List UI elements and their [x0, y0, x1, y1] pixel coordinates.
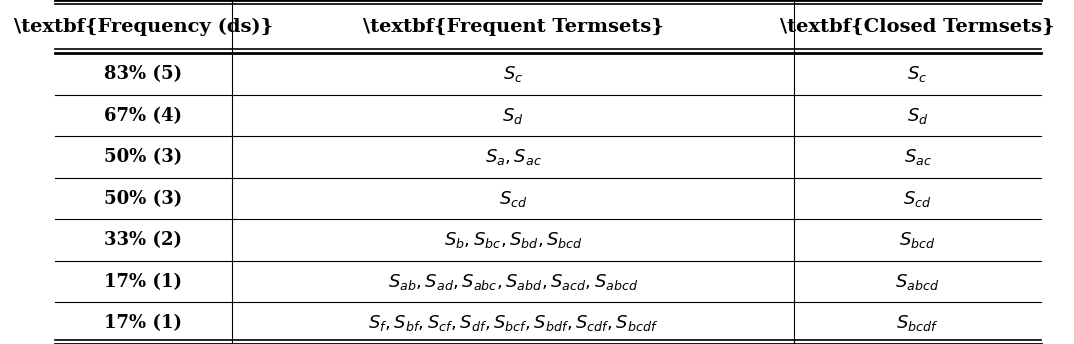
Text: $S_d$: $S_d$ — [906, 106, 928, 126]
Text: $S_{ac}$: $S_{ac}$ — [903, 147, 931, 167]
Text: 50% (3): 50% (3) — [104, 190, 183, 208]
Text: 33% (2): 33% (2) — [104, 231, 183, 249]
Text: $S_b, S_{bc}, S_{bd}, S_{bcd}$: $S_b, S_{bc}, S_{bd}, S_{bcd}$ — [444, 230, 582, 250]
Text: \textbf{Closed Termsets}: \textbf{Closed Termsets} — [780, 18, 1055, 36]
Text: 83% (5): 83% (5) — [104, 65, 183, 83]
Text: 17% (1): 17% (1) — [104, 273, 183, 291]
Text: $S_a, S_{ac}$: $S_a, S_{ac}$ — [484, 147, 541, 167]
Text: $S_f, S_{bf}, S_{cf}, S_{df}, S_{bcf}, S_{bdf}, S_{cdf}, S_{bcdf}$: $S_f, S_{bf}, S_{cf}, S_{df}, S_{bcf}, S… — [368, 313, 658, 333]
Text: $S_{abcd}$: $S_{abcd}$ — [896, 272, 940, 292]
Text: 67% (4): 67% (4) — [104, 107, 183, 125]
Text: $S_{ab}, S_{ad}, S_{abc}, S_{abd}, S_{acd}, S_{abcd}$: $S_{ab}, S_{ad}, S_{abc}, S_{abd}, S_{ac… — [388, 272, 638, 292]
Text: $S_c$: $S_c$ — [908, 64, 928, 84]
Text: $S_{cd}$: $S_{cd}$ — [499, 189, 527, 209]
Text: 17% (1): 17% (1) — [104, 314, 183, 332]
Text: 50% (3): 50% (3) — [104, 148, 183, 166]
Text: \textbf{Frequency (ds)}: \textbf{Frequency (ds)} — [14, 18, 273, 36]
Text: $S_{cd}$: $S_{cd}$ — [903, 189, 931, 209]
Text: $S_{bcd}$: $S_{bcd}$ — [899, 230, 935, 250]
Text: $S_d$: $S_d$ — [503, 106, 524, 126]
Text: $S_c$: $S_c$ — [503, 64, 523, 84]
Text: \textbf{Frequent Termsets}: \textbf{Frequent Termsets} — [363, 18, 664, 36]
Text: $S_{bcdf}$: $S_{bcdf}$ — [897, 313, 939, 333]
